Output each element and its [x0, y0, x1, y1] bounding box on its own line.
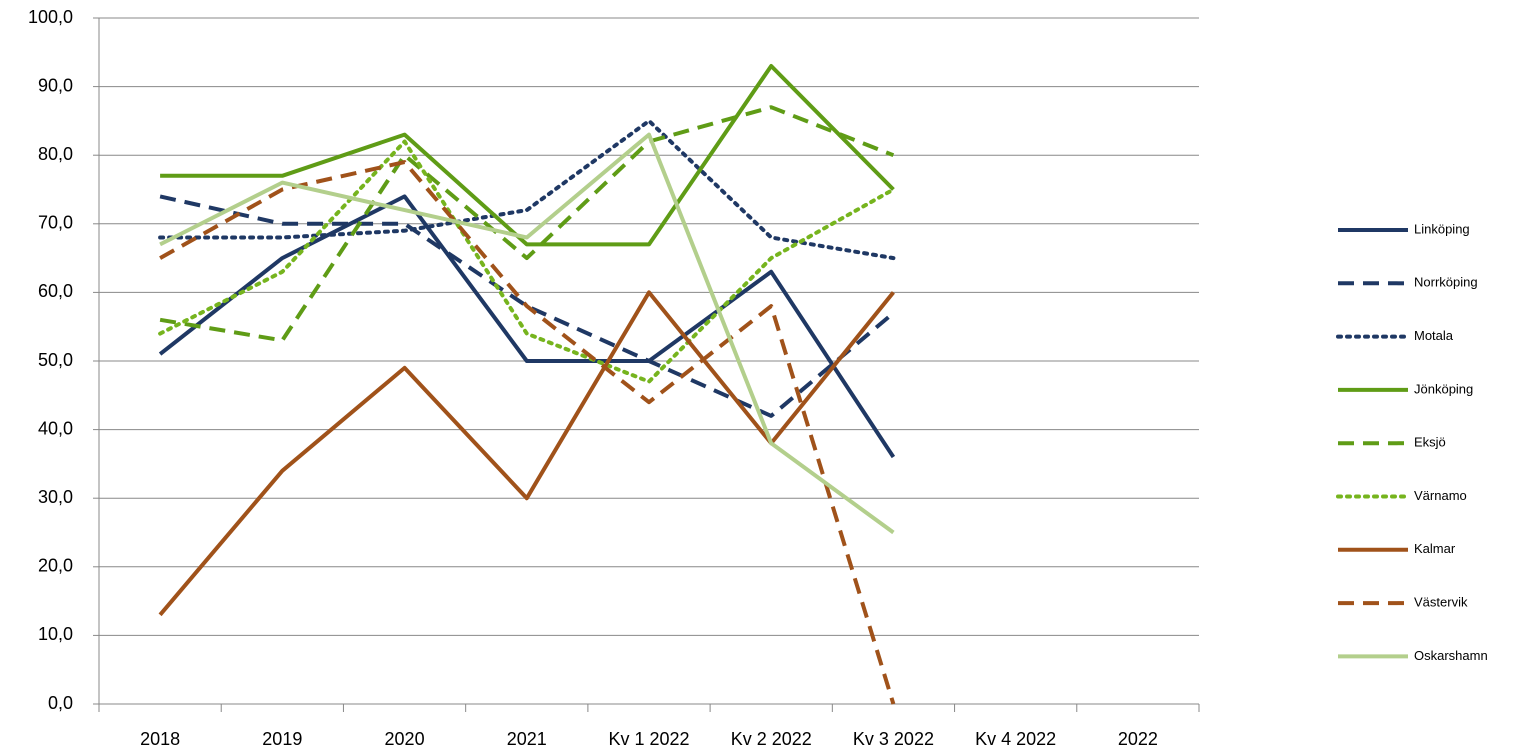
legend-label: Oskarshamn: [1414, 648, 1488, 663]
legend-label: Norrköping: [1414, 275, 1478, 290]
x-tick-label: 2018: [140, 729, 180, 749]
legend-label: Linköping: [1414, 221, 1470, 236]
x-tick-label: Kv 3 2022: [853, 729, 934, 749]
x-tick-label: 2020: [385, 729, 425, 749]
legend-label: Eksjö: [1414, 435, 1446, 450]
series-line: [158, 194, 896, 459]
legend-label: Värnamo: [1414, 488, 1467, 503]
series-line: [159, 132, 895, 535]
y-tick-label: 70,0: [38, 213, 73, 233]
y-tick-label: 60,0: [38, 281, 73, 301]
x-tick-label: 2019: [262, 729, 302, 749]
legend-label: Motala: [1414, 328, 1454, 343]
y-tick-label: 40,0: [38, 418, 73, 438]
y-tick-label: 50,0: [38, 350, 73, 370]
x-tick-label: Kv 1 2022: [608, 729, 689, 749]
series-line: [159, 194, 895, 418]
y-tick-label: 80,0: [38, 144, 73, 164]
series-line: [160, 64, 895, 247]
x-tick-label: Kv 2 2022: [731, 729, 812, 749]
legend-label: Västervik: [1414, 595, 1468, 610]
legend-label: Jönköping: [1414, 381, 1473, 396]
y-tick-label: 100,0: [28, 7, 73, 27]
series-line: [159, 160, 896, 705]
x-tick-label: Kv 4 2022: [975, 729, 1056, 749]
y-tick-label: 30,0: [38, 487, 73, 507]
legend-label: Kalmar: [1414, 541, 1456, 556]
series-line: [158, 139, 896, 384]
y-tick-label: 10,0: [38, 624, 73, 644]
y-tick-label: 90,0: [38, 75, 73, 95]
y-tick-label: 0,0: [48, 693, 73, 713]
x-tick-label: 2021: [507, 729, 547, 749]
y-tick-label: 20,0: [38, 556, 73, 576]
series-line: [159, 105, 895, 343]
x-tick-label: 2022: [1118, 729, 1158, 749]
series-line: [158, 118, 896, 261]
